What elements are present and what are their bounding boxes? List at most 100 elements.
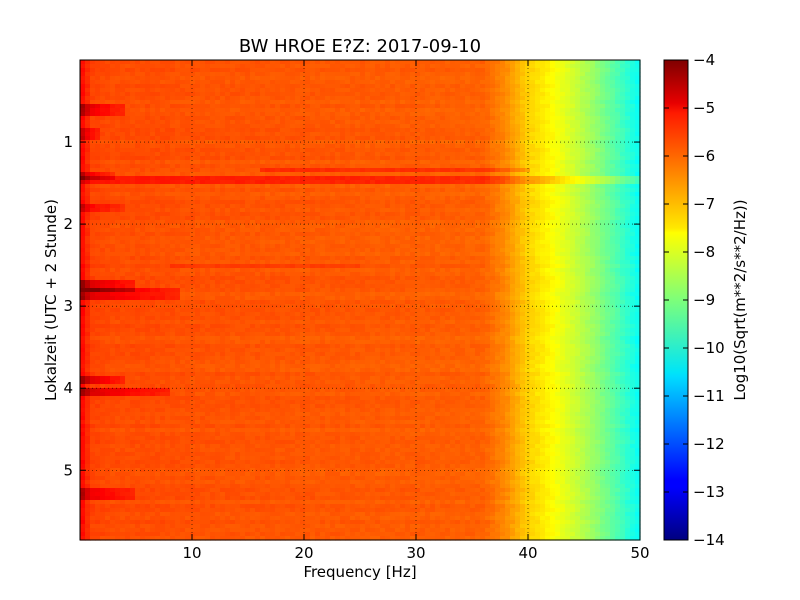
heatmap-cell	[225, 180, 231, 185]
heatmap-cell	[495, 188, 501, 193]
heatmap-cell	[585, 136, 591, 141]
heatmap-cell	[300, 212, 306, 217]
heatmap-cell	[600, 220, 606, 225]
heatmap-cell	[365, 84, 371, 89]
heatmap-cell	[320, 112, 326, 117]
heatmap-cell	[150, 100, 156, 105]
heatmap-cell	[325, 136, 331, 141]
heatmap-cell	[480, 128, 486, 133]
heatmap-cell	[620, 128, 626, 133]
heatmap-cell	[300, 172, 306, 177]
heatmap-cell	[375, 136, 381, 141]
heatmap-cell	[320, 116, 326, 121]
heatmap-cell	[540, 104, 546, 109]
heatmap-cell	[575, 188, 581, 193]
heatmap-cell	[505, 140, 511, 145]
heatmap-cell	[370, 104, 376, 109]
heatmap-cell	[550, 200, 556, 205]
heatmap-cell	[550, 124, 556, 129]
heatmap-cell	[340, 76, 346, 81]
heatmap-cell	[485, 112, 491, 117]
heatmap-cell	[415, 184, 421, 189]
heatmap-cell	[415, 76, 421, 81]
heatmap-cell	[630, 80, 636, 85]
heatmap-cell	[240, 204, 246, 209]
heatmap-cell	[305, 60, 311, 65]
heatmap-cell	[455, 84, 461, 89]
heatmap-cell	[495, 92, 501, 97]
heatmap-cell	[160, 112, 166, 117]
heatmap-cell	[410, 148, 416, 153]
heatmap-cell	[135, 80, 141, 85]
heatmap-cell	[135, 180, 141, 185]
heatmap-cell	[610, 80, 616, 85]
heatmap-cell	[600, 204, 606, 209]
heatmap-cell	[635, 228, 641, 233]
heatmap-cell	[105, 164, 111, 169]
heatmap-cell	[425, 92, 431, 97]
heatmap-cell	[320, 188, 326, 193]
heatmap-cell	[550, 232, 556, 237]
heatmap-cell	[360, 80, 366, 85]
heatmap-cell	[355, 128, 361, 133]
heatmap-cell	[240, 128, 246, 133]
heatmap-cell	[230, 224, 236, 229]
heatmap-cell	[360, 108, 366, 113]
heatmap-cell	[440, 136, 446, 141]
heatmap-cell	[405, 132, 411, 137]
heatmap-cell	[85, 236, 91, 241]
heatmap-cell	[355, 188, 361, 193]
heatmap-cell	[495, 180, 501, 185]
heatmap-cell	[105, 64, 111, 69]
heatmap-cell	[400, 84, 406, 89]
heatmap-cell	[205, 208, 211, 213]
heatmap-cell	[530, 144, 536, 149]
heatmap-cell	[425, 120, 431, 125]
heatmap-cell	[155, 212, 161, 217]
heatmap-cell	[270, 144, 276, 149]
heatmap-cell	[265, 124, 271, 129]
heatmap-cell	[595, 208, 601, 213]
heatmap-cell	[275, 192, 281, 197]
heatmap-cell	[260, 128, 266, 133]
heatmap-cell	[295, 196, 301, 201]
heatmap-cell	[475, 96, 481, 101]
heatmap-cell	[220, 104, 226, 109]
heatmap-cell	[385, 188, 391, 193]
heatmap-cell	[535, 152, 541, 157]
heatmap-cell	[195, 76, 201, 81]
heatmap-cell	[355, 116, 361, 121]
heatmap-cell	[445, 204, 451, 209]
heatmap-cell	[545, 124, 551, 129]
heatmap-cell	[405, 224, 411, 229]
heatmap-cell	[465, 80, 471, 85]
heatmap-cell	[340, 144, 346, 149]
heatmap-cell	[520, 120, 526, 125]
heatmap-cell	[150, 220, 156, 225]
heatmap-cell	[360, 228, 366, 233]
heatmap-cell	[520, 68, 526, 73]
heatmap-cell	[335, 132, 341, 137]
heatmap-cell	[545, 220, 551, 225]
heatmap-cell	[420, 224, 426, 229]
heatmap-cell	[390, 112, 396, 117]
heatmap-cell	[240, 104, 246, 109]
heatmap-cell	[375, 92, 381, 97]
heatmap-cell	[390, 216, 396, 221]
heatmap-cell	[470, 100, 476, 105]
heatmap-cell	[600, 108, 606, 113]
heatmap-cell	[240, 88, 246, 93]
heatmap-cell	[105, 88, 111, 93]
heatmap-cell	[150, 64, 156, 69]
heatmap-cell	[235, 64, 241, 69]
heatmap-cell	[315, 200, 321, 205]
heatmap-cell	[170, 144, 176, 149]
heatmap-cell	[490, 136, 496, 141]
heatmap-cell	[620, 216, 626, 221]
heatmap-cell	[310, 220, 316, 225]
heatmap-cell	[205, 196, 211, 201]
heatmap-cell	[410, 96, 416, 101]
heatmap-cell	[130, 148, 136, 153]
heatmap-cell	[310, 112, 316, 117]
heatmap-cell	[635, 76, 641, 81]
